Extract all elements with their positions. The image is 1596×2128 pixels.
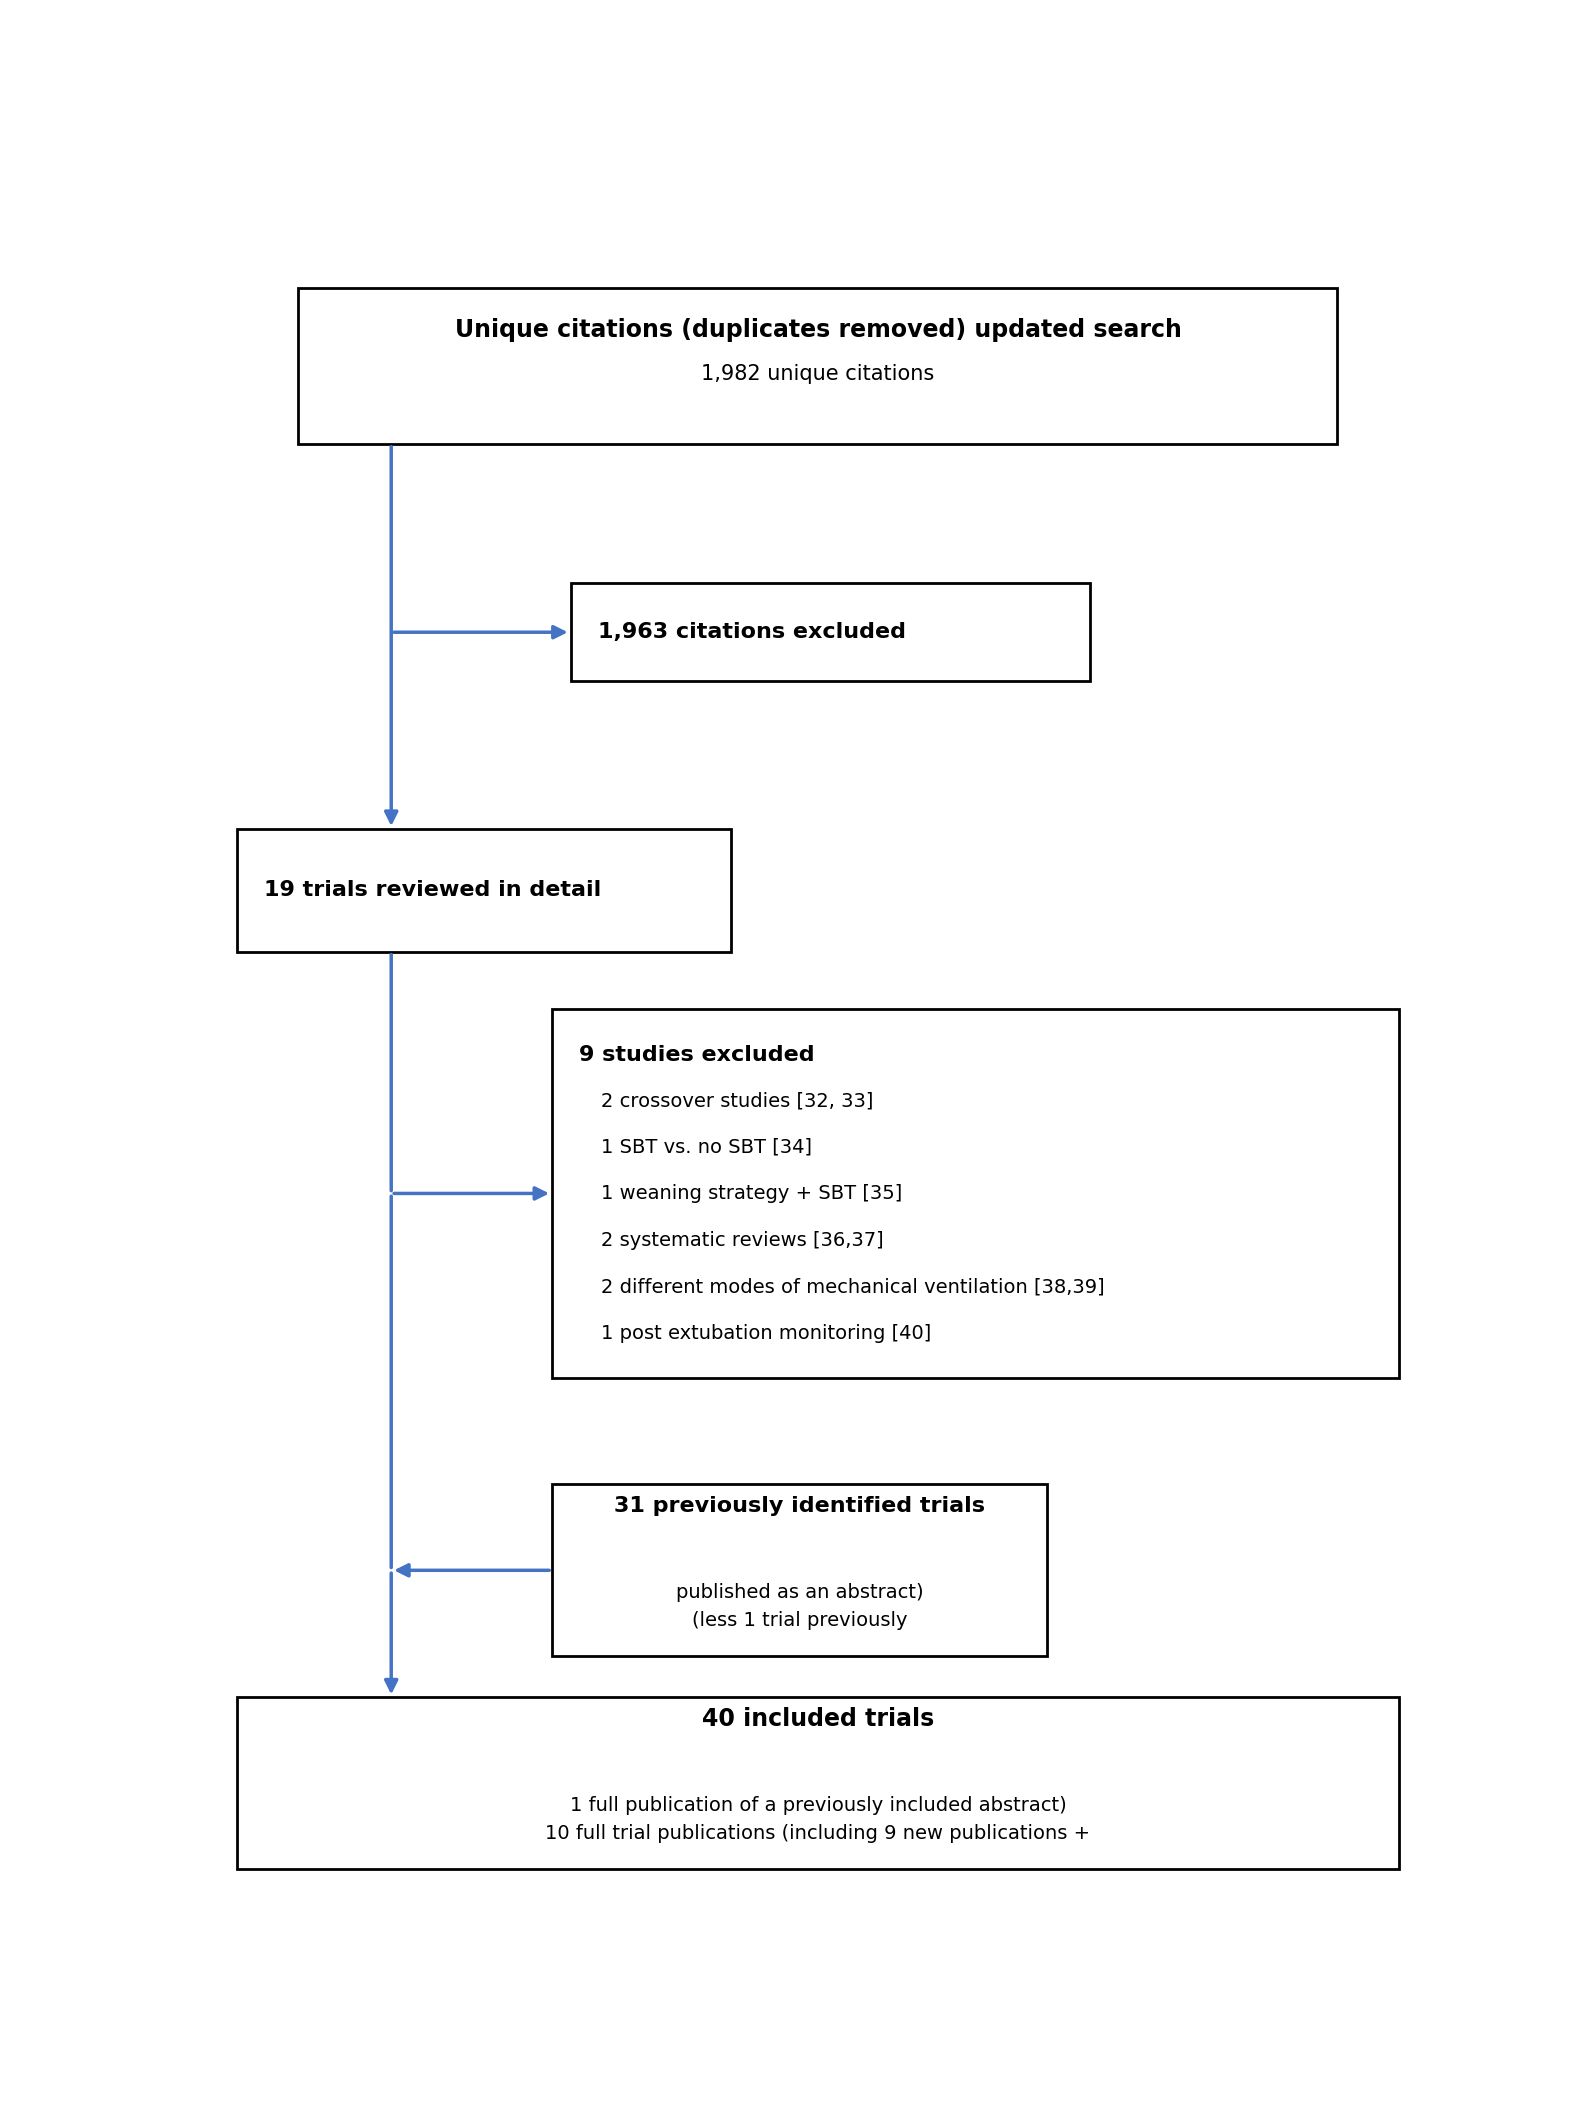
Text: 40 included trials: 40 included trials: [702, 1707, 934, 1732]
FancyBboxPatch shape: [570, 583, 1090, 681]
Text: 1,982 unique citations: 1,982 unique citations: [701, 364, 935, 385]
Text: 19 trials reviewed in detail: 19 trials reviewed in detail: [263, 881, 602, 900]
FancyBboxPatch shape: [552, 1009, 1400, 1377]
Text: 2 systematic reviews [36,37]: 2 systematic reviews [36,37]: [602, 1230, 884, 1249]
Text: 10 full trial publications (including 9 new publications +: 10 full trial publications (including 9 …: [546, 1824, 1090, 1843]
Text: 31 previously identified trials: 31 previously identified trials: [614, 1496, 985, 1517]
Text: 1 full publication of a previously included abstract): 1 full publication of a previously inclu…: [570, 1796, 1066, 1815]
Text: published as an abstract): published as an abstract): [675, 1583, 922, 1602]
FancyBboxPatch shape: [298, 287, 1337, 445]
Text: (less 1 trial previously: (less 1 trial previously: [691, 1611, 907, 1630]
FancyBboxPatch shape: [236, 830, 731, 951]
Text: 2 crossover studies [32, 33]: 2 crossover studies [32, 33]: [602, 1092, 875, 1111]
Text: 1 SBT vs. no SBT [34]: 1 SBT vs. no SBT [34]: [602, 1138, 812, 1158]
Text: 1 post extubation monitoring [40]: 1 post extubation monitoring [40]: [602, 1324, 932, 1343]
Text: 2 different modes of mechanical ventilation [38,39]: 2 different modes of mechanical ventilat…: [602, 1277, 1104, 1296]
Text: Unique citations (duplicates removed) updated search: Unique citations (duplicates removed) up…: [455, 317, 1181, 343]
Text: 1,963 citations excluded: 1,963 citations excluded: [598, 621, 907, 643]
Text: 1 weaning strategy + SBT [35]: 1 weaning strategy + SBT [35]: [602, 1185, 903, 1202]
FancyBboxPatch shape: [552, 1485, 1047, 1656]
FancyBboxPatch shape: [236, 1698, 1400, 1868]
Text: 9 studies excluded: 9 studies excluded: [579, 1045, 816, 1066]
